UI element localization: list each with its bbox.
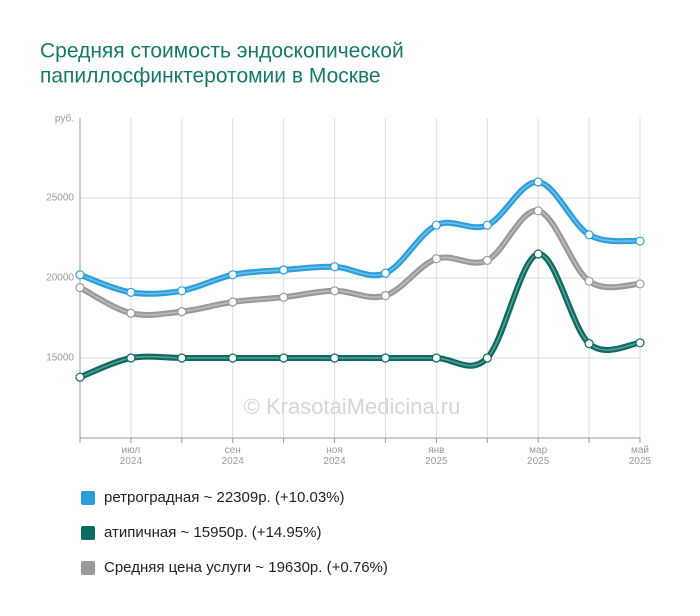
data-point <box>329 353 340 363</box>
data-point <box>126 308 136 318</box>
data-point <box>431 254 441 264</box>
x-tick-label: мар 2025 <box>527 445 550 467</box>
data-point <box>635 338 645 348</box>
data-point <box>329 286 340 296</box>
data-point <box>177 286 187 296</box>
chart-title: папиллосфинктеротомии в Москве <box>40 65 381 88</box>
watermark: © KrasotaiMedicina.ru <box>244 394 461 419</box>
data-point <box>279 265 289 275</box>
data-point <box>75 283 85 293</box>
data-point <box>584 230 594 240</box>
data-point <box>635 236 645 246</box>
x-tick-label: янв 2025 <box>425 445 448 467</box>
data-point <box>482 353 492 363</box>
x-tick-label: ноя 2024 <box>323 445 346 467</box>
data-point <box>584 339 594 349</box>
data-point <box>329 262 340 272</box>
data-point <box>279 353 289 363</box>
y-tick-label: 20000 <box>46 273 74 284</box>
y-axis-label: руб. <box>55 113 74 125</box>
data-point <box>533 177 543 187</box>
data-point <box>635 279 645 289</box>
legend-label: атипичная ~ 15950р. (+14.95%) <box>104 524 321 541</box>
legend-swatch <box>81 491 95 505</box>
data-point <box>482 255 492 265</box>
data-point <box>75 372 85 382</box>
data-point <box>228 270 238 280</box>
data-point <box>126 353 136 363</box>
x-tick-label: сен 2024 <box>222 445 245 467</box>
data-point <box>431 353 441 363</box>
data-point <box>431 220 441 230</box>
data-point <box>228 353 238 363</box>
legend-label: ретроградная ~ 22309р. (+10.03%) <box>104 489 345 506</box>
data-point <box>177 353 187 363</box>
x-tick-label: июл 2024 <box>120 445 143 467</box>
data-point <box>279 292 289 302</box>
legend-swatch <box>81 526 95 540</box>
chart-title: Средняя стоимость эндоскопической <box>40 40 404 63</box>
data-point <box>228 297 238 307</box>
series-line <box>78 207 641 318</box>
legend-label: Средняя цена услуги ~ 19630р. (+0.76%) <box>104 559 388 576</box>
data-point <box>380 353 391 363</box>
data-point <box>380 268 391 278</box>
data-point <box>533 206 543 216</box>
data-point <box>380 291 391 301</box>
data-point <box>126 287 136 297</box>
y-tick-label: 15000 <box>46 353 74 364</box>
data-point <box>533 249 543 259</box>
y-tick-label: 25000 <box>46 193 74 204</box>
legend-swatch <box>81 561 95 575</box>
x-tick-label: май 2025 <box>629 445 652 467</box>
data-point <box>177 307 187 317</box>
data-point <box>75 270 85 280</box>
data-point <box>584 276 594 286</box>
data-point <box>482 220 492 230</box>
